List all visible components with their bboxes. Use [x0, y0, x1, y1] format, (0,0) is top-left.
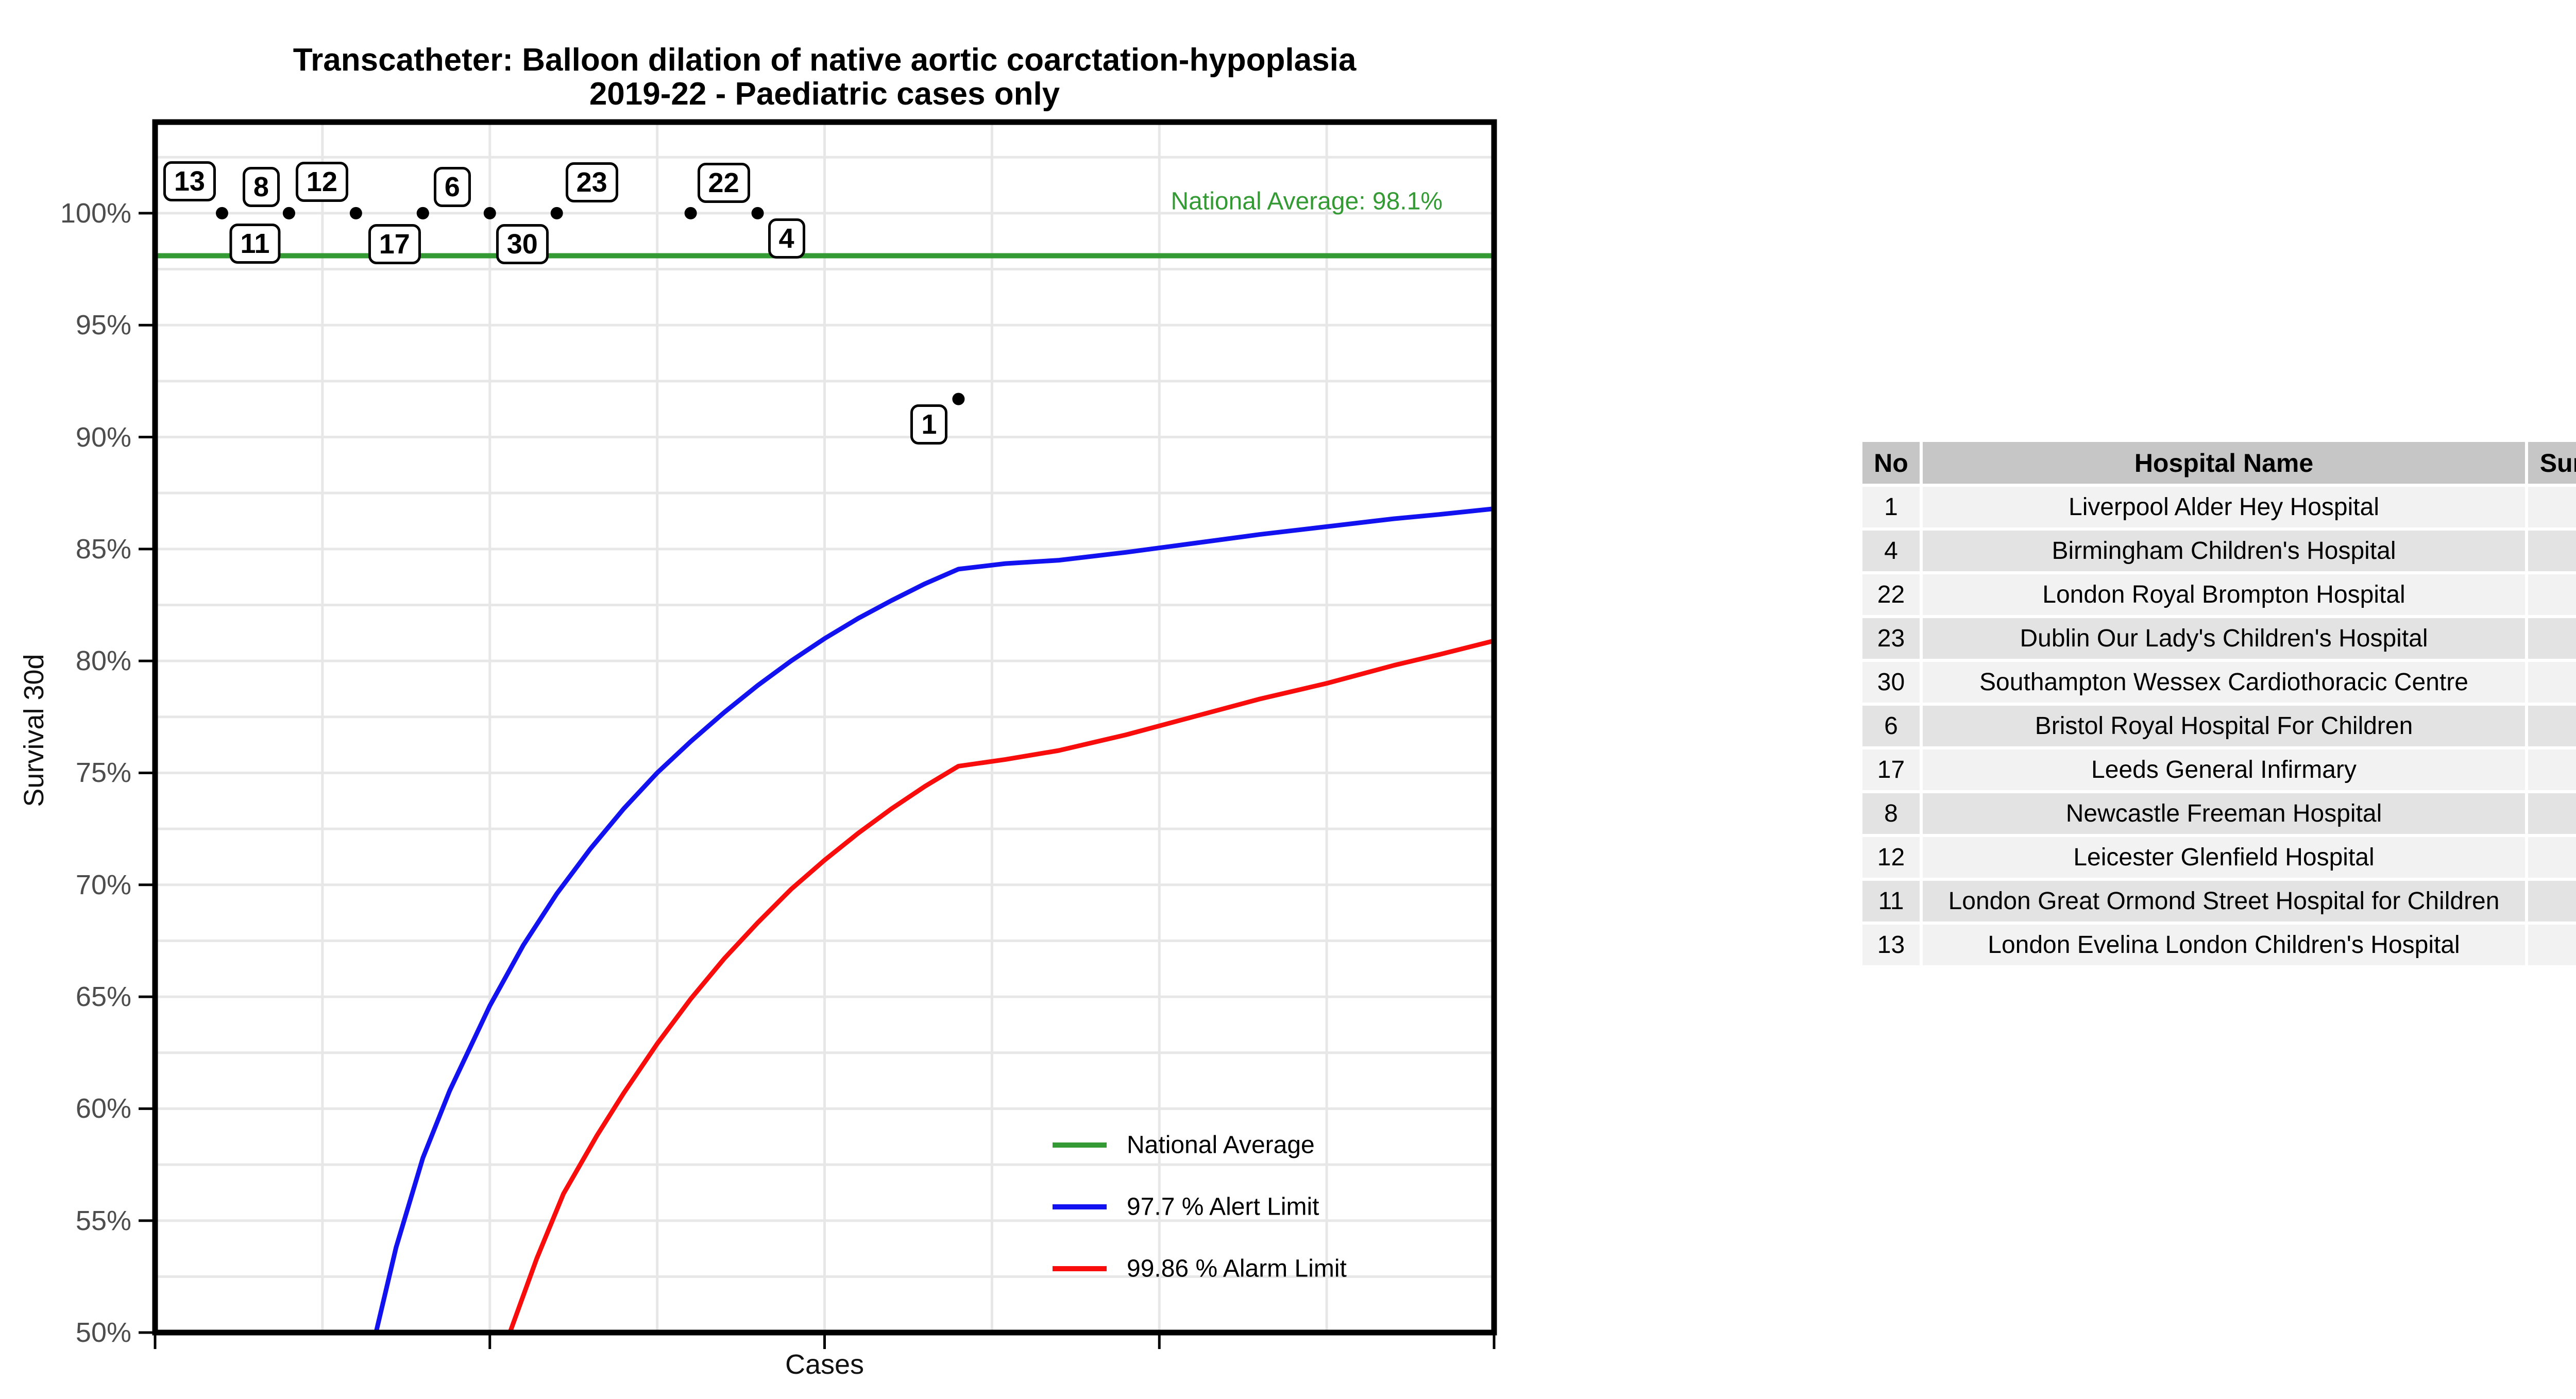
chart-title-line1: Transcatheter: Balloon dilation of nativ…: [293, 42, 1357, 78]
survival-cell: 100%: [2528, 574, 2576, 615]
hospital-point: [483, 207, 496, 219]
hospital-point: [952, 393, 965, 405]
hospital-no-cell: 8: [1862, 793, 1920, 834]
survival-cell: 100%: [2528, 706, 2576, 746]
hospital-point: [349, 207, 362, 219]
table-row: 13 London Evelina London Children's Hospi…: [1862, 925, 2576, 965]
hospital-name-cell: Dublin Our Lady's Children's Hospital: [1923, 618, 2525, 659]
hospital-name-cell: Bristol Royal Hospital For Children: [1923, 706, 2525, 746]
y-tick-label: 60%: [75, 1093, 131, 1124]
survival-cell: 100%: [2528, 881, 2576, 922]
hospital-no-cell: 11: [1862, 881, 1920, 922]
point-label: 13: [163, 161, 216, 201]
y-tick-label: 50%: [75, 1317, 131, 1348]
point-label: 30: [496, 224, 549, 264]
national-average-annotation: National Average: 98.1%: [1171, 187, 1443, 215]
alert-limit-curve: [374, 506, 1497, 1335]
y-tick-label: 95%: [75, 310, 131, 341]
hospital-name-cell: Liverpool Alder Hey Hospital: [1923, 487, 2525, 527]
legend-line-swatch: [1053, 1266, 1107, 1271]
y-tick-label: 90%: [75, 421, 131, 453]
hospital-name-cell: London Royal Brompton Hospital: [1923, 574, 2525, 615]
hospital-no-cell: 12: [1862, 837, 1920, 878]
hospital-no-cell: 13: [1862, 925, 1920, 965]
table-row: 11 London Great Ormond Street Hospital fo…: [1862, 881, 2576, 922]
table-header-cell: Survival 30d: [2528, 442, 2576, 484]
x-axis-label: Cases: [785, 1349, 865, 1380]
point-label: 1: [910, 404, 948, 445]
point-label: 4: [768, 218, 805, 259]
hospital-point: [550, 207, 563, 219]
point-label: 22: [697, 162, 750, 203]
point-label: 12: [295, 161, 348, 202]
hospital-no-cell: 17: [1862, 749, 1920, 790]
table-header-cell: Hospital Name: [1923, 442, 2525, 484]
y-tick-label: 65%: [75, 981, 131, 1013]
chart-title-line2: 2019-22 - Paediatric cases only: [589, 76, 1060, 112]
hospital-no-cell: 23: [1862, 618, 1920, 659]
hospital-no-cell: 30: [1862, 662, 1920, 703]
point-label: 8: [242, 166, 280, 207]
hospital-point: [684, 207, 697, 219]
legend-label: 99.86 % Alarm Limit: [1127, 1255, 1347, 1283]
plot-border: [152, 119, 1497, 1336]
y-tick-label: 55%: [75, 1205, 131, 1236]
point-label: 17: [368, 224, 421, 264]
table-row: 30 Southampton Wessex Cardiothoracic Cent…: [1862, 662, 2576, 703]
point-label: 11: [229, 223, 281, 264]
hospital-point: [751, 207, 764, 219]
hospital-name-cell: London Great Ormond Street Hospital for …: [1923, 881, 2525, 922]
y-tick-label: 85%: [75, 533, 131, 565]
hospital-no-cell: 22: [1862, 574, 1920, 615]
alarm-limit-curve: [507, 638, 1497, 1335]
hospital-name-cell: Leicester Glenfield Hospital: [1923, 837, 2525, 878]
hospital-no-cell: 6: [1862, 706, 1920, 746]
legend-line-swatch: [1053, 1204, 1107, 1209]
hospital-point: [282, 207, 295, 219]
survival-cell: 92%: [2528, 487, 2576, 527]
survival-cell: 100%: [2528, 749, 2576, 790]
hospital-point: [416, 207, 429, 219]
y-tick-label: 70%: [75, 869, 131, 900]
y-tick-label: 80%: [75, 645, 131, 677]
hospital-name-cell: Leeds General Infirmary: [1923, 749, 2525, 790]
legend-label: 97.7 % Alert Limit: [1127, 1193, 1319, 1221]
hospital-no-cell: 1: [1862, 487, 1920, 527]
chart-title: Transcatheter: Balloon dilation of nativ…: [155, 43, 1494, 111]
survival-cell: 100%: [2528, 662, 2576, 703]
hospital-name-cell: London Evelina London Children's Hospita…: [1923, 925, 2525, 965]
survival-funnel-chart: [139, 119, 1497, 1349]
legend-line-swatch: [1053, 1142, 1107, 1148]
legend-label: National Average: [1127, 1131, 1315, 1159]
survival-cell: 100%: [2528, 925, 2576, 965]
hospital-name-cell: Birmingham Children's Hospital: [1923, 531, 2525, 571]
point-label: 6: [433, 166, 471, 207]
point-label: 23: [565, 162, 618, 202]
hospital-point: [215, 207, 228, 219]
survival-cell: 100%: [2528, 793, 2576, 834]
hospital-name-cell: Southampton Wessex Cardiothoracic Centre: [1923, 662, 2525, 703]
hospital-name-cell: Newcastle Freeman Hospital: [1923, 793, 2525, 834]
survival-cell: 100%: [2528, 837, 2576, 878]
y-tick-label: 100%: [60, 197, 131, 229]
survival-cell: 100%: [2528, 531, 2576, 571]
y-tick-label: 75%: [75, 757, 131, 789]
table-header-cell: No: [1862, 442, 1920, 484]
survival-cell: 100%: [2528, 618, 2576, 659]
hospital-no-cell: 4: [1862, 531, 1920, 571]
